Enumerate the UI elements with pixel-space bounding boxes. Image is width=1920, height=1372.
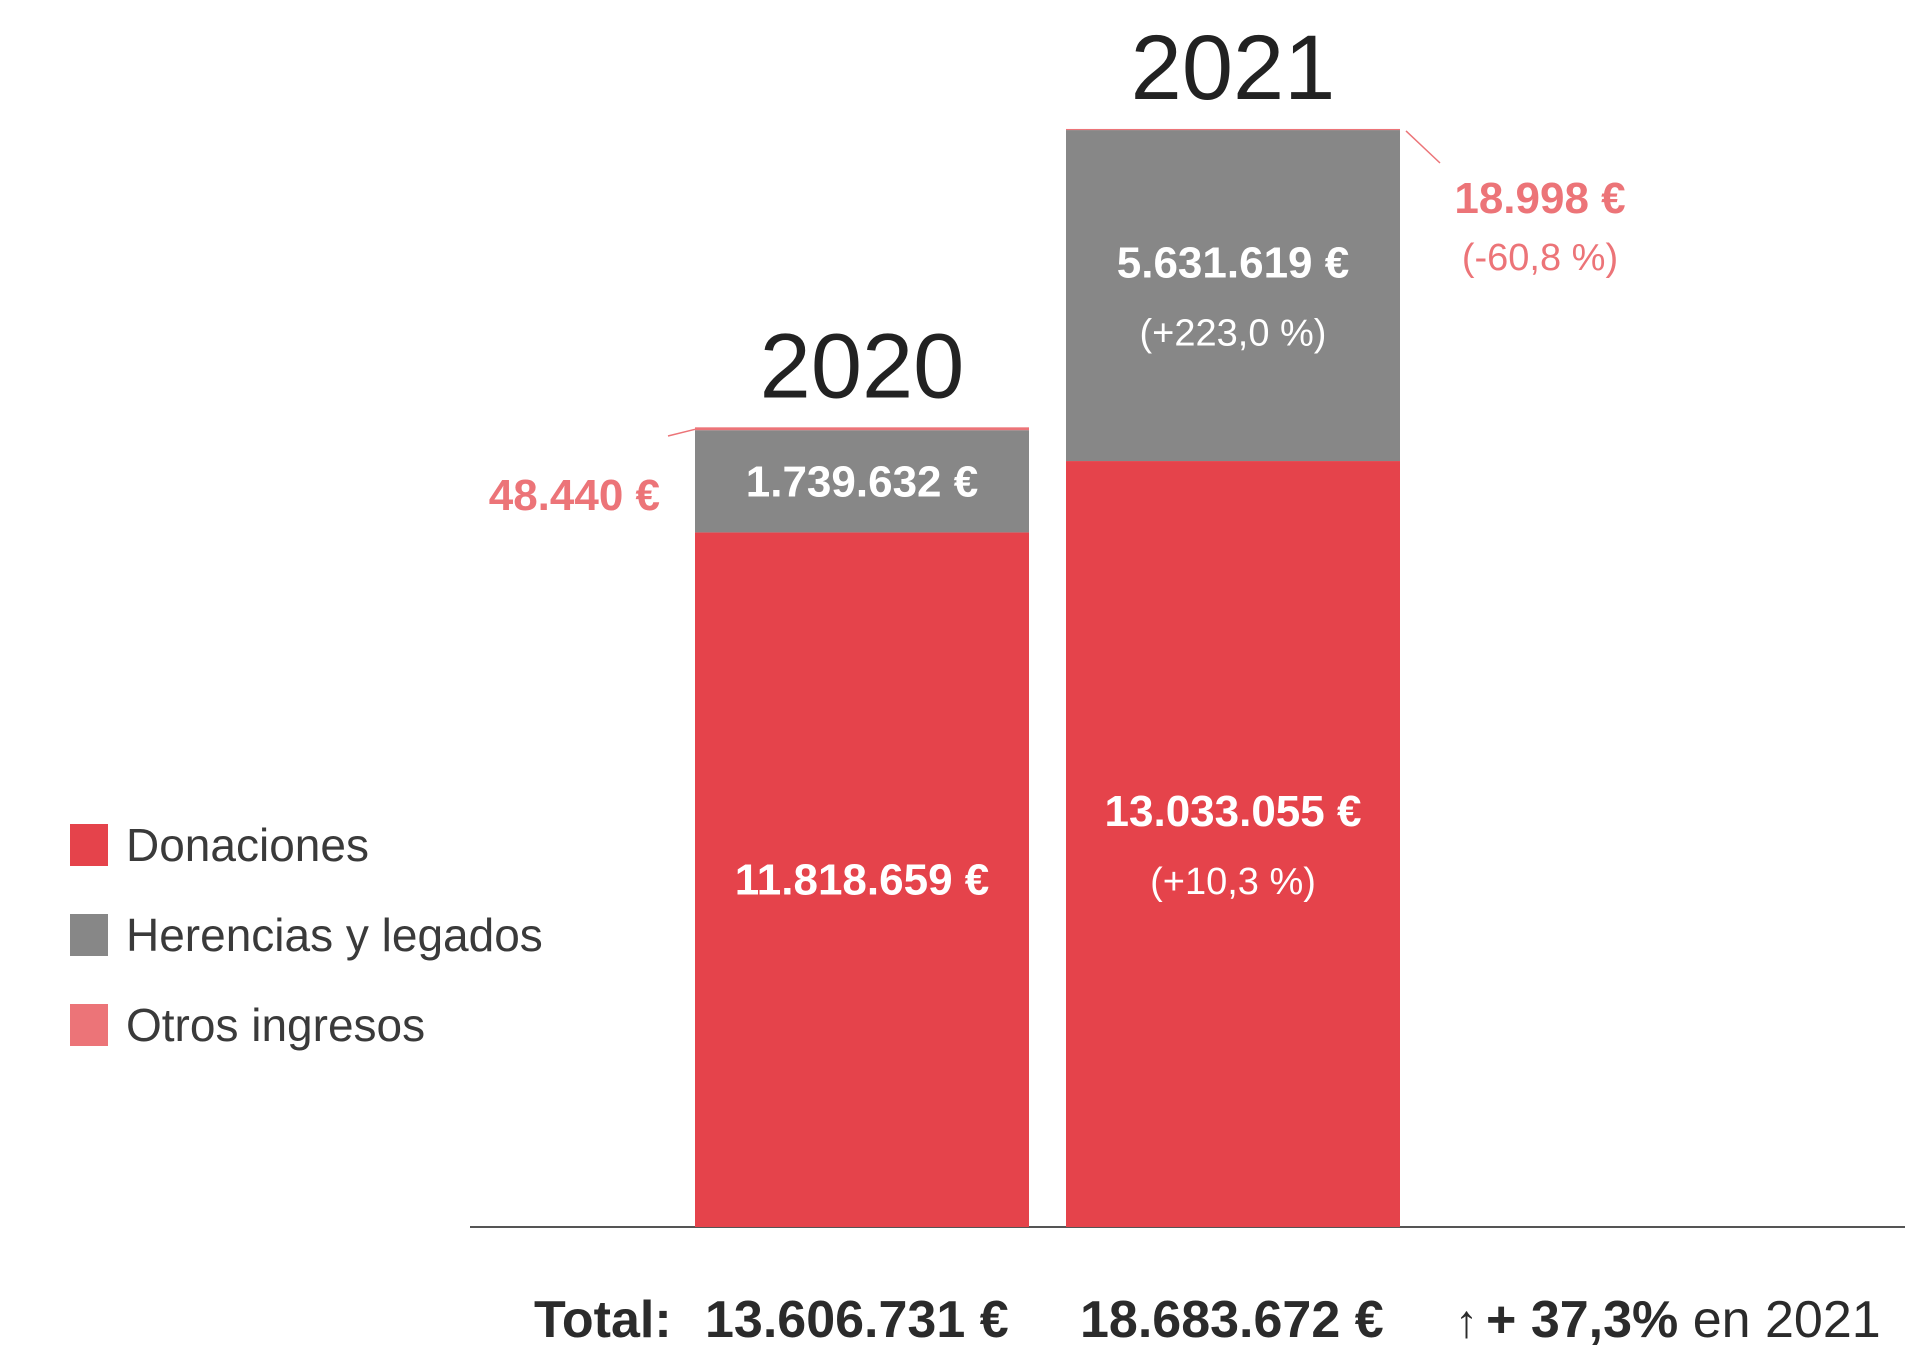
legend-item-donaciones: Donaciones	[70, 800, 543, 890]
bar-2020-donaciones	[695, 532, 1029, 1227]
legend-item-otros: Otros ingresos	[70, 980, 543, 1070]
legend-swatch-donaciones	[70, 824, 108, 866]
growth-value: + 37,3%	[1486, 1291, 1679, 1349]
callout-leader-2021	[1405, 130, 1441, 164]
legend-label-donaciones: Donaciones	[126, 819, 369, 871]
legend-label-otros: Otros ingresos	[126, 999, 426, 1051]
data-label-2020-1: 1.739.632 €	[746, 457, 978, 506]
change-label-2021-0: (+10,3 %)	[1150, 861, 1316, 903]
bar-2021-herencias-y-legados	[1066, 130, 1400, 462]
growth-suffix: en 2021	[1678, 1291, 1881, 1349]
data-label-2021-otros: 18.998 €	[1454, 174, 1625, 223]
bar-2020-otros-ingresos	[695, 427, 1029, 431]
growth-summary: ↑ + 37,3% en 2021	[1455, 1290, 1881, 1350]
data-label-2021-0: 13.033.055 €	[1105, 787, 1362, 836]
chart-legend: Donaciones Herencias y legados Otros ing…	[70, 800, 543, 1070]
change-label-2021-1: (+223,0 %)	[1140, 313, 1327, 355]
bar-2021-otros-ingresos	[1066, 128, 1400, 131]
total-2021: 18.683.672 €	[1080, 1291, 1384, 1349]
change-label-2021-otros: (-60,8 %)	[1462, 237, 1618, 279]
legend-swatch-otros	[70, 1004, 108, 1046]
growth-arrow-icon: ↑	[1455, 1295, 1478, 1347]
category-label-2021: 2021	[1131, 17, 1336, 119]
callout-leader-2020	[667, 428, 696, 437]
category-label-2020: 2020	[760, 315, 965, 417]
totals-row: Total: 13.606.731 € 18.683.672 € ↑ + 37,3…	[0, 1290, 1920, 1360]
data-label-2020-0: 11.818.659 €	[735, 856, 989, 905]
total-label: Total:	[534, 1291, 672, 1349]
data-label-2021-1: 5.631.619 €	[1117, 239, 1349, 288]
bar-2020-herencias-y-legados	[695, 430, 1029, 533]
legend-item-herencias: Herencias y legados	[70, 890, 543, 980]
legend-label-herencias: Herencias y legados	[126, 909, 543, 961]
bar-2021-donaciones	[1066, 461, 1400, 1228]
data-label-2020-otros: 48.440 €	[489, 471, 660, 520]
legend-swatch-herencias	[70, 914, 108, 956]
total-2020: 13.606.731 €	[705, 1291, 1009, 1349]
